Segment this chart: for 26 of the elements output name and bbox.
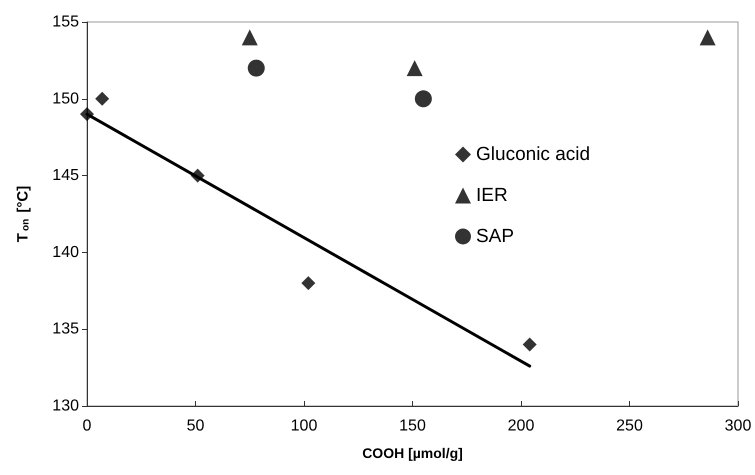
x-tick-label: 250 bbox=[616, 418, 643, 434]
y-axis-title: Ton [°C] bbox=[14, 186, 32, 242]
point bbox=[301, 276, 316, 290]
x-tick-label: 0 bbox=[82, 418, 92, 434]
legend-label: IER bbox=[476, 185, 508, 206]
y-tick-label: 155 bbox=[52, 14, 80, 30]
point bbox=[414, 90, 432, 108]
point bbox=[700, 29, 716, 46]
x-tick-label: 300 bbox=[724, 418, 752, 434]
y-tick-label: 140 bbox=[52, 244, 80, 261]
x-tick-label: 50 bbox=[186, 418, 204, 434]
point bbox=[522, 338, 537, 352]
point bbox=[95, 92, 110, 106]
point bbox=[248, 60, 265, 77]
point bbox=[242, 29, 258, 46]
legend-label: SAP bbox=[476, 226, 514, 247]
y-tick-label: 135 bbox=[52, 320, 80, 338]
y-tick-label: 145 bbox=[52, 167, 80, 184]
point bbox=[406, 60, 423, 76]
x-tick-label: 200 bbox=[508, 418, 534, 434]
y-tick-label: 150 bbox=[52, 90, 80, 108]
y-tick-label: 130 bbox=[52, 398, 80, 414]
x-axis-title: COOH [µmol/g] bbox=[362, 445, 463, 461]
x-tick-label: 150 bbox=[399, 418, 426, 434]
legend-label: Gluconic acid bbox=[476, 144, 590, 165]
x-tick-label: 100 bbox=[290, 418, 318, 434]
